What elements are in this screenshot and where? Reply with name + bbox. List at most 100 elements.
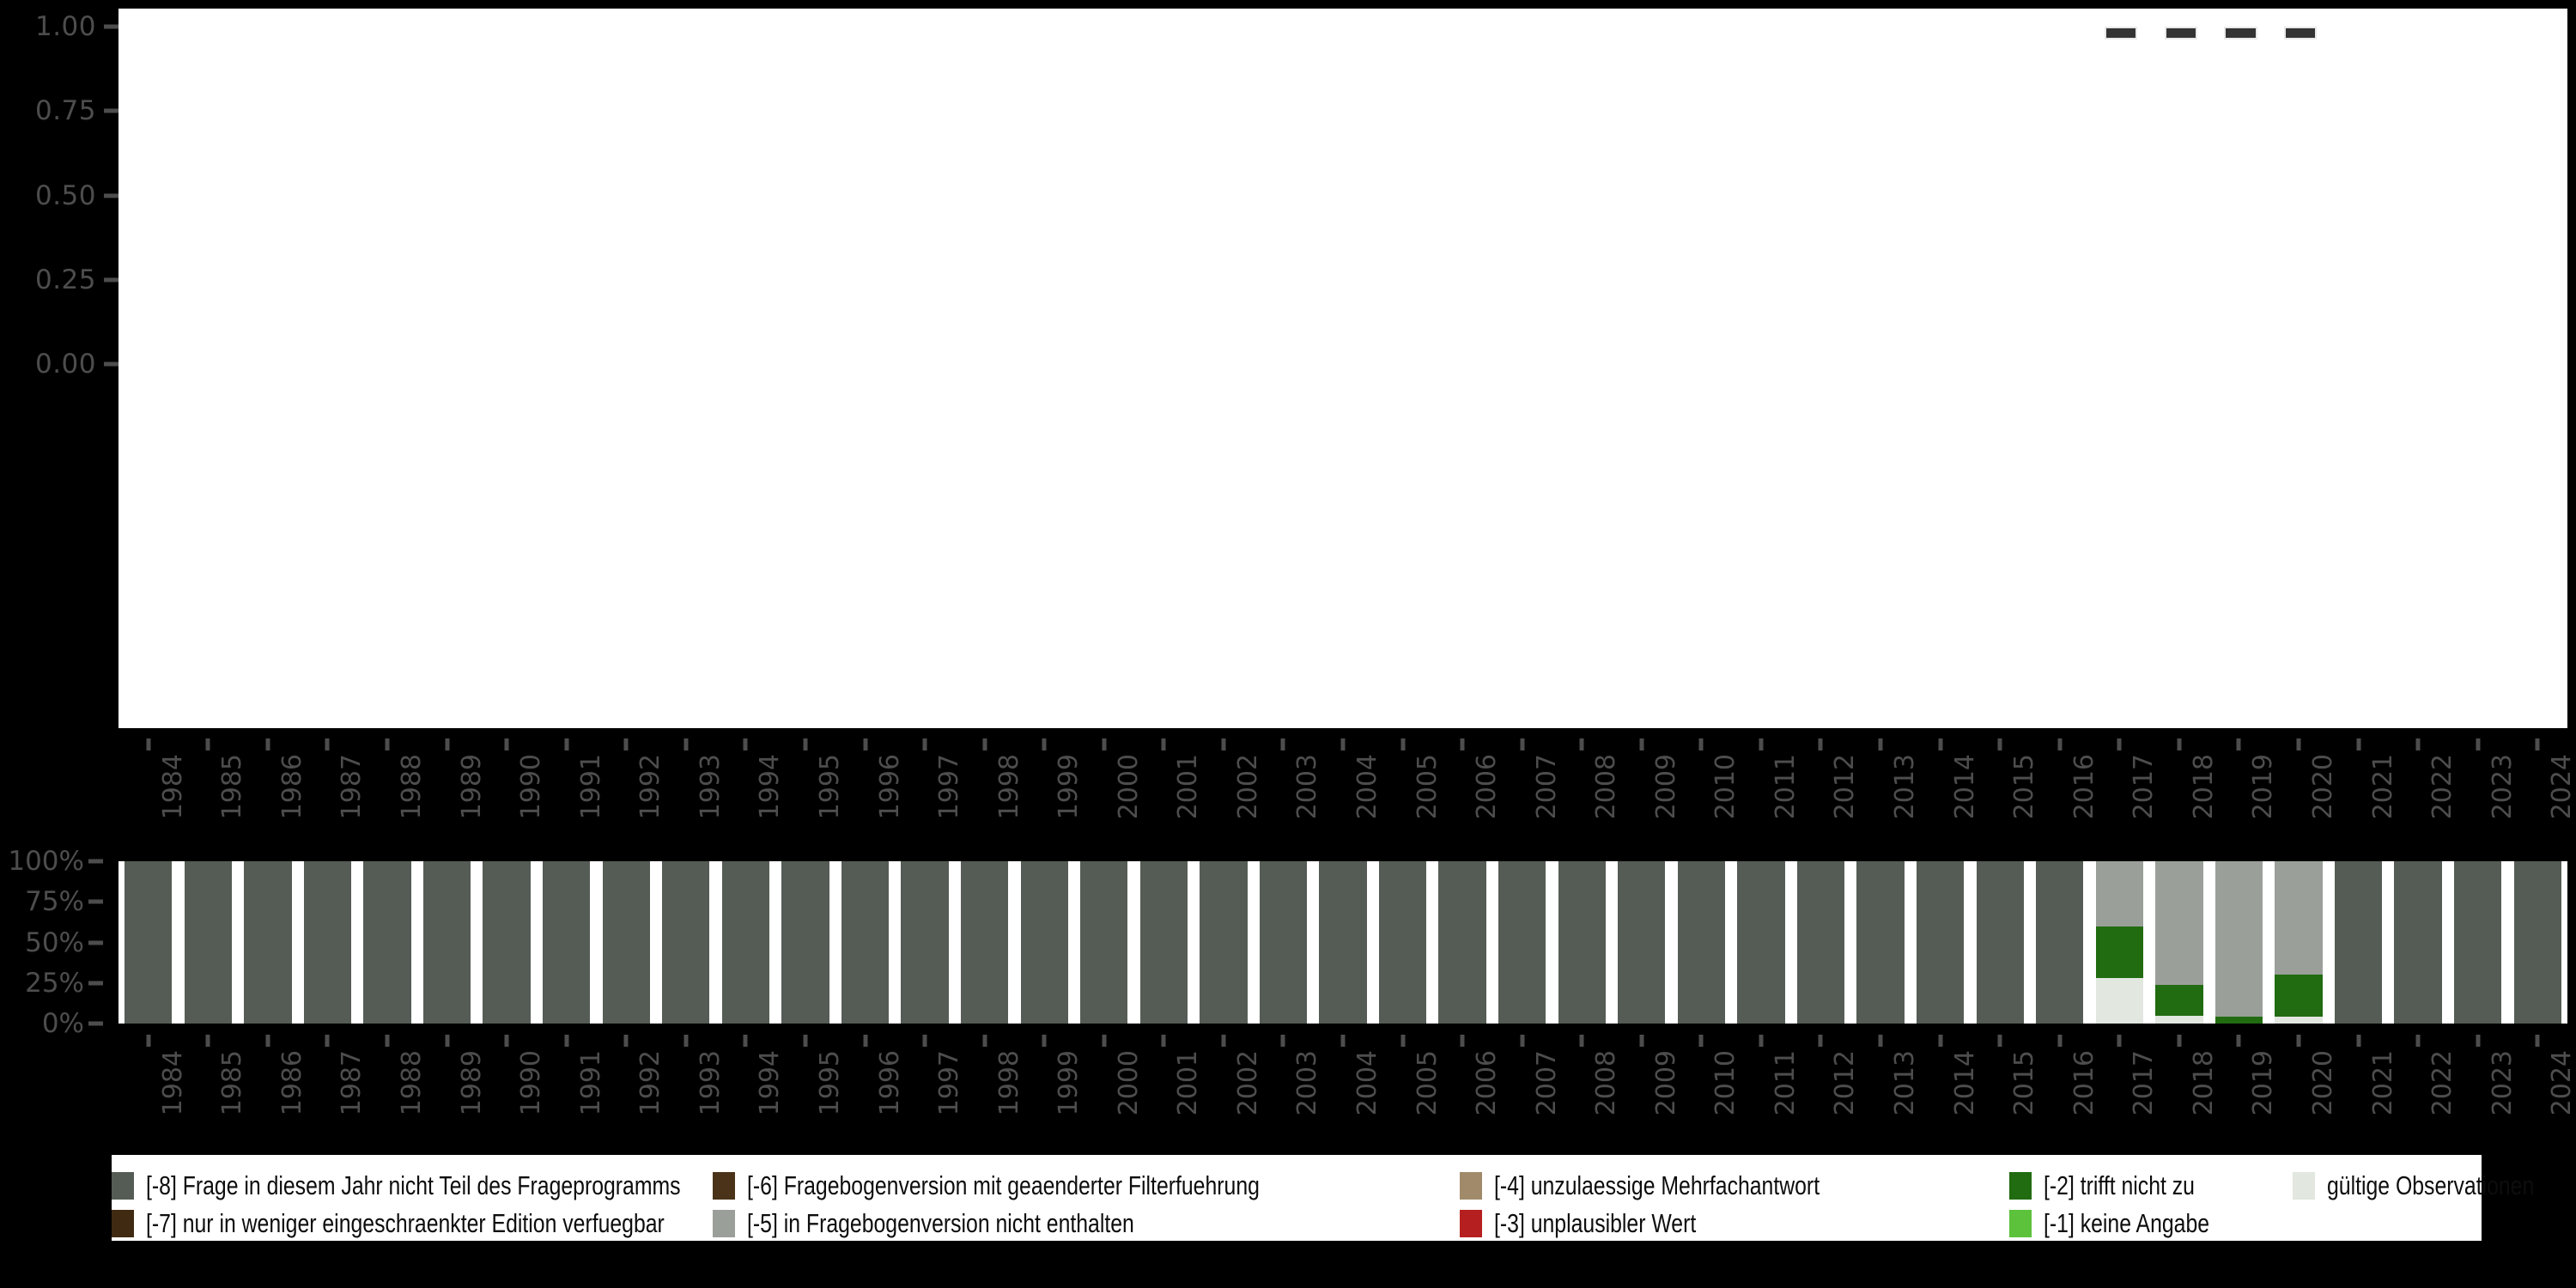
- stacked-bar-2024: [2513, 861, 2561, 1024]
- legend-swatch-icon: [2009, 1210, 2032, 1237]
- x-tick-label-2009-bottom: 2009: [1650, 1050, 1681, 1116]
- stacked-bar-2000: [1080, 861, 1128, 1024]
- top-y-tick-label: 0.00: [34, 349, 96, 380]
- x-tick-mark-top: [982, 738, 987, 750]
- legend-swatch-icon: [2009, 1172, 2032, 1200]
- legend-item-minus1[interactable]: [-1] keine Angabe: [2009, 1205, 2251, 1242]
- legend-item-minus4[interactable]: [-4] unzulaessige Mehrfachantwort: [1460, 1167, 1901, 1205]
- bar-segment: [662, 861, 710, 1024]
- legend-item-minus8[interactable]: [-8] Frage in diesem Jahr nicht Teil des…: [112, 1167, 814, 1205]
- top-panel: 1.00 0.75 0.50 0.25 0.00: [34, 9, 2567, 728]
- bar-segment: [1020, 861, 1068, 1024]
- x-tick-label-2022-top: 2022: [2427, 754, 2458, 820]
- x-tick-label-1987-bottom: 1987: [337, 1050, 368, 1116]
- x-tick-mark-bottom: [146, 1035, 151, 1047]
- x-tick-mark-bottom: [1340, 1035, 1346, 1047]
- bar-segment: [781, 861, 829, 1024]
- legend-item-minus7[interactable]: [-7] nur in weniger eingeschraenkter Edi…: [112, 1205, 794, 1242]
- x-tick-label-1999-top: 1999: [1054, 754, 1084, 820]
- bar-segment: [2394, 861, 2442, 1024]
- x-tick-label-2006-top: 2006: [1472, 754, 1503, 820]
- x-tick-label-1998-bottom: 1998: [993, 1050, 1024, 1116]
- x-tick-mark-bottom: [1221, 1035, 1226, 1047]
- x-tick-mark-top: [265, 738, 270, 750]
- stacked-bar-2012: [1796, 861, 1845, 1024]
- bottom-y-tick-label: 100%: [8, 846, 84, 877]
- legend-item-minus3[interactable]: [-3] unplausibler Wert: [1460, 1205, 1747, 1242]
- top-marker-2020: [2283, 27, 2318, 39]
- x-tick-mark-bottom: [1579, 1035, 1584, 1047]
- stacked-bar-1999: [1020, 861, 1068, 1024]
- x-tick-mark-top: [2236, 738, 2241, 750]
- x-tick-label-2015-top: 2015: [2009, 754, 2040, 820]
- top-y-tick-mark: [104, 361, 118, 367]
- bottom-y-tick-mark: [88, 859, 103, 864]
- x-tick-label-2010-top: 2010: [1710, 754, 1741, 820]
- x-tick-label-1995-top: 1995: [814, 754, 845, 820]
- x-tick-mark-bottom: [863, 1035, 867, 1047]
- x-tick-mark-bottom: [1042, 1035, 1047, 1047]
- x-tick-mark-top: [146, 738, 151, 750]
- legend-item-minus2[interactable]: [-2] trifft nicht zu: [2009, 1167, 2233, 1205]
- bar-segment: [1976, 861, 2024, 1024]
- bar-segment: [1916, 861, 1965, 1024]
- legend-item-minus6[interactable]: [-6] Fragebogenversion mit geaenderter F…: [713, 1167, 1388, 1205]
- stacked-bar-2007: [1498, 861, 1546, 1024]
- x-tick-mark-top: [803, 738, 808, 750]
- x-tick-label-2016-bottom: 2016: [2069, 1050, 2099, 1116]
- legend-label: [-3] unplausibler Wert: [1494, 1208, 1697, 1238]
- x-tick-label-2011-bottom: 2011: [1770, 1050, 1801, 1116]
- x-tick-label-2006-bottom: 2006: [1472, 1050, 1503, 1116]
- legend-label: [-5] in Fragebogenversion nicht enthalte…: [747, 1208, 1134, 1238]
- x-tick-label-1993-top: 1993: [695, 754, 726, 820]
- bar-segment: [2275, 861, 2323, 975]
- legend-label: [-7] nur in weniger eingeschraenkter Edi…: [146, 1208, 665, 1238]
- x-tick-label-1994-bottom: 1994: [755, 1050, 786, 1116]
- stacked-bar-2018: [2155, 861, 2203, 1024]
- legend-label: [-8] Frage in diesem Jahr nicht Teil des…: [146, 1170, 681, 1200]
- x-tick-mark-top: [1280, 738, 1285, 750]
- x-tick-mark-top: [1161, 738, 1166, 750]
- stacked-bar-2020: [2275, 861, 2323, 1024]
- x-tick-mark-bottom: [1938, 1035, 1943, 1047]
- bar-segment: [1856, 861, 1905, 1024]
- x-tick-label-1996-top: 1996: [874, 754, 905, 820]
- x-tick-label-1985-top: 1985: [217, 754, 248, 820]
- bottom-y-tick-mark: [88, 1021, 103, 1026]
- x-tick-label-1985-bottom: 1985: [217, 1050, 248, 1116]
- legend-swatch-icon: [1460, 1172, 1482, 1200]
- bar-segment: [2275, 1017, 2323, 1024]
- x-tick-mark-top: [1639, 738, 1644, 750]
- bottom-panel: 100% 75% 50% 25% 0%: [0, 846, 2576, 1039]
- bar-segment: [2095, 861, 2143, 927]
- bar-segment: [543, 861, 591, 1024]
- x-tick-mark-bottom: [683, 1035, 689, 1047]
- stacked-bar-2010: [1677, 861, 1725, 1024]
- x-tick-label-2017-top: 2017: [2129, 754, 2160, 820]
- x-tick-label-2024-top: 2024: [2547, 754, 2576, 820]
- legend-row-2: [-7] nur in weniger eingeschraenkter Edi…: [112, 1205, 2482, 1242]
- x-tick-label-2020-bottom: 2020: [2307, 1050, 2338, 1116]
- x-tick-mark-bottom: [1102, 1035, 1107, 1047]
- x-tick-mark-top: [1520, 738, 1525, 750]
- x-tick-mark-top: [683, 738, 689, 750]
- stacked-bar-2023: [2454, 861, 2502, 1024]
- legend-item-valid[interactable]: gültige Observationen: [2293, 1167, 2576, 1205]
- stacked-bar-2021: [2334, 861, 2383, 1024]
- x-tick-mark-top: [445, 738, 450, 750]
- x-tick-label-1992-top: 1992: [635, 754, 666, 820]
- x-tick-mark-bottom: [2415, 1035, 2421, 1047]
- x-tick-label-2003-bottom: 2003: [1292, 1050, 1323, 1116]
- x-tick-label-2008-bottom: 2008: [1591, 1050, 1622, 1116]
- x-tick-label-2013-bottom: 2013: [1890, 1050, 1921, 1116]
- x-tick-mark-bottom: [982, 1035, 987, 1047]
- x-tick-mark-top: [1042, 738, 1047, 750]
- x-tick-label-2005-top: 2005: [1412, 754, 1443, 820]
- bar-segment: [184, 861, 232, 1024]
- legend-item-minus5[interactable]: [-5] in Fragebogenversion nicht enthalte…: [713, 1205, 1231, 1242]
- stacked-bar-1988: [363, 861, 411, 1024]
- bar-segment: [363, 861, 411, 1024]
- stacked-bar-2006: [1438, 861, 1486, 1024]
- bar-segment: [483, 861, 531, 1024]
- x-tick-mark-bottom: [1878, 1035, 1883, 1047]
